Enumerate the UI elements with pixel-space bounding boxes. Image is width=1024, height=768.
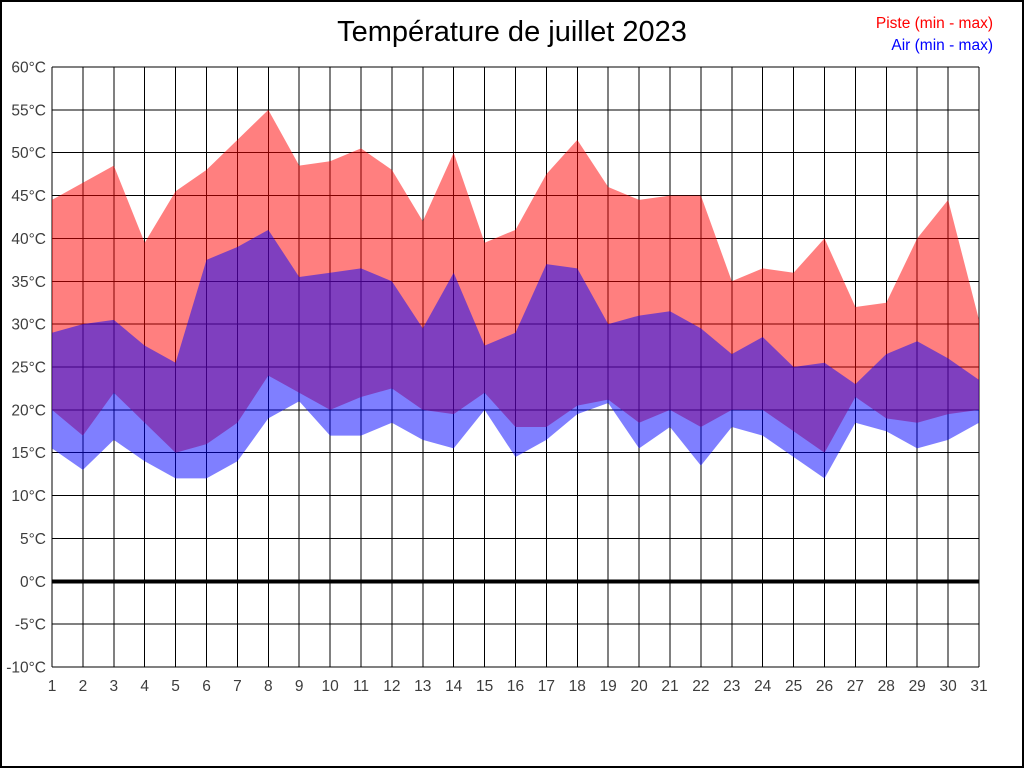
y-tick-label: 30°C (11, 317, 46, 334)
y-tick-label: 20°C (11, 402, 46, 419)
y-tick-label: 0°C (20, 574, 46, 591)
x-tick-label: 28 (878, 678, 895, 695)
x-tick-label: 6 (202, 678, 211, 695)
y-tick-label: 35°C (11, 274, 46, 291)
x-tick-label: 12 (383, 678, 400, 695)
y-tick-label: 45°C (11, 188, 46, 205)
legend: Piste (min - max) Air (min - max) (876, 13, 993, 57)
x-tick-label: 1 (48, 678, 57, 695)
x-tick-label: 22 (692, 678, 709, 695)
x-tick-label: 30 (939, 678, 957, 695)
y-tick-label: 40°C (11, 231, 46, 248)
x-tick-label: 20 (630, 678, 648, 695)
x-tick-label: 15 (476, 678, 493, 695)
x-tick-label: 16 (507, 678, 524, 695)
x-tick-label: 23 (723, 678, 740, 695)
y-tick-label: 5°C (20, 531, 46, 548)
x-tick-label: 21 (661, 678, 678, 695)
x-tick-label: 8 (264, 678, 273, 695)
x-tick-label: 7 (233, 678, 242, 695)
x-tick-label: 29 (909, 678, 926, 695)
x-tick-label: 14 (445, 678, 463, 695)
x-tick-label: 25 (785, 678, 802, 695)
x-tick-label: 31 (970, 678, 987, 695)
y-tick-label: 10°C (11, 488, 46, 505)
x-tick-label: 5 (171, 678, 180, 695)
x-tick-label: 24 (754, 678, 772, 695)
y-tick-label: -10°C (6, 660, 46, 677)
x-tick-label: 13 (414, 678, 431, 695)
x-tick-label: 19 (600, 678, 617, 695)
x-axis-labels: 1 2 3 4 5 6 7 8 9 10 11 12 13 14 15 16 17 18 19 20 21 22 23 24 2… (48, 678, 988, 695)
x-tick-label: 27 (847, 678, 864, 695)
y-tick-label: -5°C (15, 617, 46, 634)
y-tick-label: 15°C (11, 445, 46, 462)
y-tick-label: 50°C (11, 145, 46, 162)
air-band (52, 229, 979, 479)
y-tick-label: 60°C (11, 60, 46, 77)
y-tick-label: 25°C (11, 360, 46, 377)
chart-title: Température de juillet 2023 (337, 16, 687, 48)
x-tick-label: 10 (321, 678, 339, 695)
x-tick-label: 4 (140, 678, 149, 695)
x-tick-label: 3 (109, 678, 118, 695)
legend-piste-label: Piste (min - max) (875, 15, 993, 32)
x-tick-label: 26 (816, 678, 833, 695)
y-tick-label: 55°C (11, 102, 46, 119)
x-tick-label: 18 (569, 678, 586, 695)
bands (52, 109, 979, 479)
x-tick-label: 11 (353, 678, 369, 695)
x-tick-label: 9 (295, 678, 304, 695)
x-tick-label: 17 (538, 678, 555, 695)
y-axis-labels: 60°C 55°C 50°C 45°C 40°C 35°C 30°C 25°C 20°C 15°C… (6, 60, 46, 677)
x-tick-label: 2 (79, 678, 88, 695)
legend-air-label: Air (min - max) (891, 37, 993, 54)
